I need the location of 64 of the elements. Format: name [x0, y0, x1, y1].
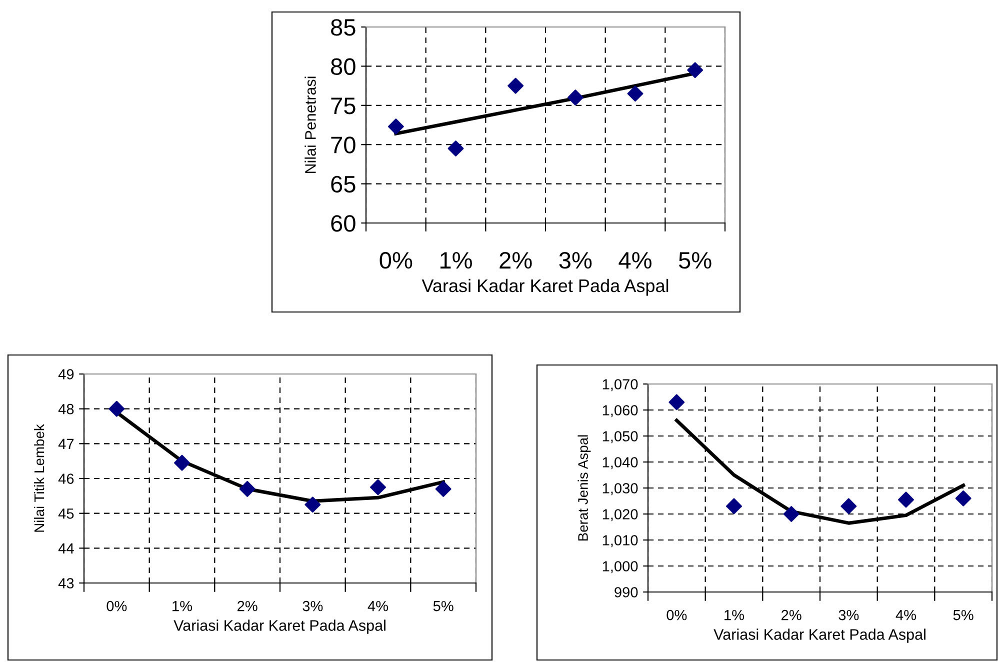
y-tick-label: 85: [331, 19, 356, 36]
y-tick-label: 65: [331, 176, 356, 193]
x-axis-title: Variasi Kadar Karet Pada Aspal: [714, 628, 926, 643]
point: [370, 479, 386, 496]
y-tick-label: 46: [58, 474, 74, 484]
x-tick-label: 1%: [440, 252, 472, 269]
point: [668, 394, 685, 410]
y-tick-label: 45: [58, 508, 74, 519]
point: [783, 506, 800, 522]
x-axis-title: Varasi Kadar Karet Pada Aspal: [422, 278, 668, 296]
x-tick-label: 0%: [666, 610, 687, 620]
x-tick-label: 1%: [724, 610, 744, 620]
point: [304, 496, 321, 513]
y-tick-label: 1,010: [602, 535, 638, 548]
y-axis-title: Berat Jenis Aspal: [578, 435, 591, 541]
y-tick-label: 49: [58, 369, 74, 380]
x-tick-label: 0%: [380, 252, 412, 269]
point: [627, 86, 644, 102]
x-tick-label: 3%: [559, 252, 592, 269]
point: [955, 490, 972, 506]
x-tick-label: 2%: [782, 610, 802, 620]
x-tick-label: 5%: [678, 252, 712, 269]
y-tick-label: 1,020: [602, 509, 638, 522]
y-tick-label: 1,030: [602, 483, 638, 496]
x-tick-label: 5%: [953, 610, 974, 620]
x-tick-label: 5%: [433, 600, 454, 612]
y-tick-label: 75: [331, 98, 356, 114]
point: [898, 492, 914, 508]
x-tick-label: 4%: [368, 600, 388, 612]
y-tick-label: 1,060: [602, 405, 638, 418]
x-tick-label: 3%: [838, 610, 859, 620]
y-tick-label: 47: [58, 438, 74, 449]
point: [508, 78, 524, 94]
point: [567, 90, 584, 106]
point: [687, 62, 704, 78]
point: [239, 480, 256, 497]
y-tick-label: 1,070: [602, 379, 638, 392]
y-axis-title: Nilai Penetrasi: [304, 76, 316, 173]
y-tick-label: 990: [614, 587, 638, 598]
y-tick-label: 48: [58, 404, 74, 414]
point: [448, 140, 464, 156]
point: [840, 498, 857, 514]
x-tick-label: 2%: [500, 252, 532, 269]
y-tick-label: 80: [331, 58, 356, 75]
x-tick-label: 3%: [302, 600, 323, 612]
x-tick-label: 2%: [238, 600, 258, 612]
y-tick-label: 60: [331, 215, 356, 232]
x-axis-title: Variasi Kadar Karet Pada Aspal: [174, 620, 386, 634]
point: [435, 480, 452, 497]
point: [388, 118, 404, 135]
point: [174, 454, 190, 471]
y-tick-label: 1,050: [602, 431, 638, 444]
y-axis-title: Nilai Titik Lembek: [34, 424, 44, 532]
x-tick-label: 4%: [618, 252, 652, 269]
point: [726, 498, 742, 514]
x-tick-label: 1%: [172, 600, 192, 612]
y-tick-label: 44: [58, 543, 74, 554]
x-tick-label: 0%: [106, 600, 127, 612]
y-tick-label: 1,000: [602, 561, 638, 574]
point: [108, 400, 125, 417]
y-tick-label: 70: [331, 136, 356, 154]
y-tick-label: 1,040: [602, 457, 638, 470]
y-tick-label: 43: [58, 578, 74, 588]
x-tick-label: 4%: [896, 610, 916, 620]
